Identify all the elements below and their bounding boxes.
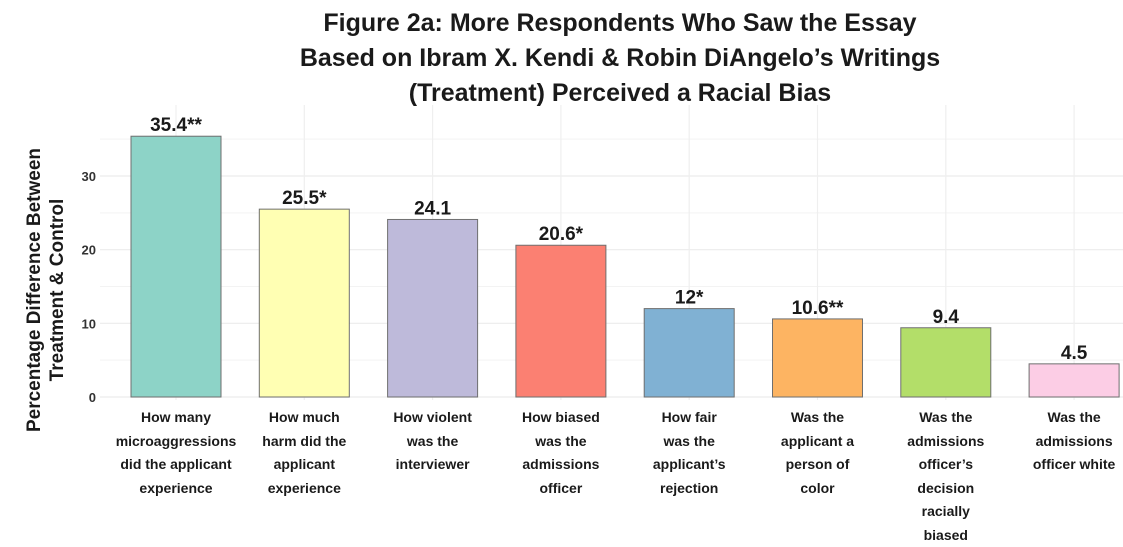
bar xyxy=(901,328,991,397)
bar-value-label: 4.5 xyxy=(1061,343,1088,364)
x-tick-label-line: admissions xyxy=(999,430,1123,454)
y-tick-label: 30 xyxy=(82,169,96,184)
bar-value-label: 9.4 xyxy=(933,307,960,328)
bar xyxy=(644,309,734,397)
x-tick-label-line: biased xyxy=(871,524,1021,547)
x-tick-label-line: Was the xyxy=(999,406,1123,430)
bar-value-label: 35.4** xyxy=(150,115,202,136)
x-tick-label-line: decision xyxy=(871,477,1021,501)
bar-value-label: 12* xyxy=(675,288,704,309)
bar xyxy=(131,136,221,397)
x-tick-label-line: officer white xyxy=(999,453,1123,477)
x-tick-label-line: experience xyxy=(229,477,379,501)
bar xyxy=(388,219,478,397)
bar-value-label: 10.6** xyxy=(792,298,844,319)
bar-value-label: 24.1 xyxy=(414,198,451,219)
bar-value-label: 20.6* xyxy=(539,224,584,245)
bar xyxy=(773,319,863,397)
bar xyxy=(1029,364,1119,397)
y-tick-label: 10 xyxy=(82,316,96,331)
bar xyxy=(516,245,606,397)
bar xyxy=(259,209,349,397)
bar-value-label: 25.5* xyxy=(282,188,327,209)
x-tick-label-line: racially xyxy=(871,500,1021,524)
y-tick-label: 20 xyxy=(82,243,96,258)
y-tick-label: 0 xyxy=(89,390,96,405)
